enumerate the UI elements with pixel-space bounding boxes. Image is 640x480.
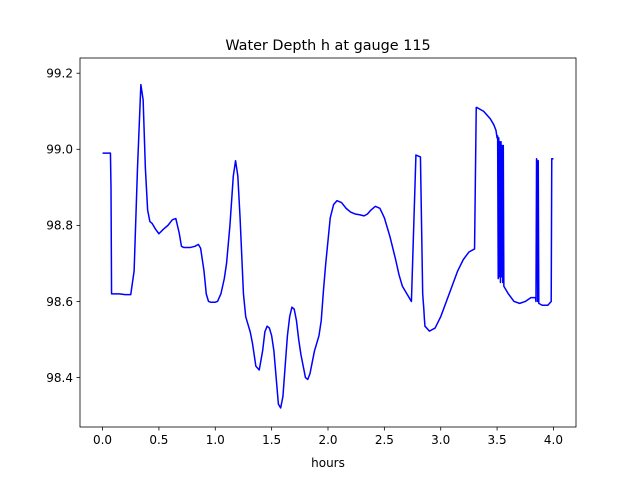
- x-tick-label: 3.5: [488, 433, 507, 447]
- x-axis-label: hours: [311, 456, 345, 470]
- x-tick-label: 2.0: [318, 433, 337, 447]
- y-tick-label: 98.4: [46, 371, 73, 385]
- y-tick-label: 98.6: [46, 295, 73, 309]
- y-tick-label: 98.8: [46, 219, 73, 233]
- plot-area: 0.0 0.5 1.0 1.5 2.0 2.5 3.0 3.5 4.0 98.4 98.6 98.8 9…: [46, 57, 577, 447]
- x-tick-label: 2.5: [375, 433, 394, 447]
- x-tick-label: 0.0: [93, 433, 112, 447]
- y-tick-label: 99.2: [46, 67, 73, 81]
- x-tick-label: 1.0: [206, 433, 225, 447]
- chart-title: Water Depth h at gauge 115: [225, 38, 430, 54]
- x-tick-label: 1.5: [262, 433, 281, 447]
- y-tick-label: 99.0: [46, 143, 73, 157]
- series-line-0: [102, 83, 554, 409]
- x-tick-label: 3.0: [431, 433, 450, 447]
- x-tick-label: 4.0: [544, 433, 563, 447]
- x-tick-label: 0.5: [149, 433, 168, 447]
